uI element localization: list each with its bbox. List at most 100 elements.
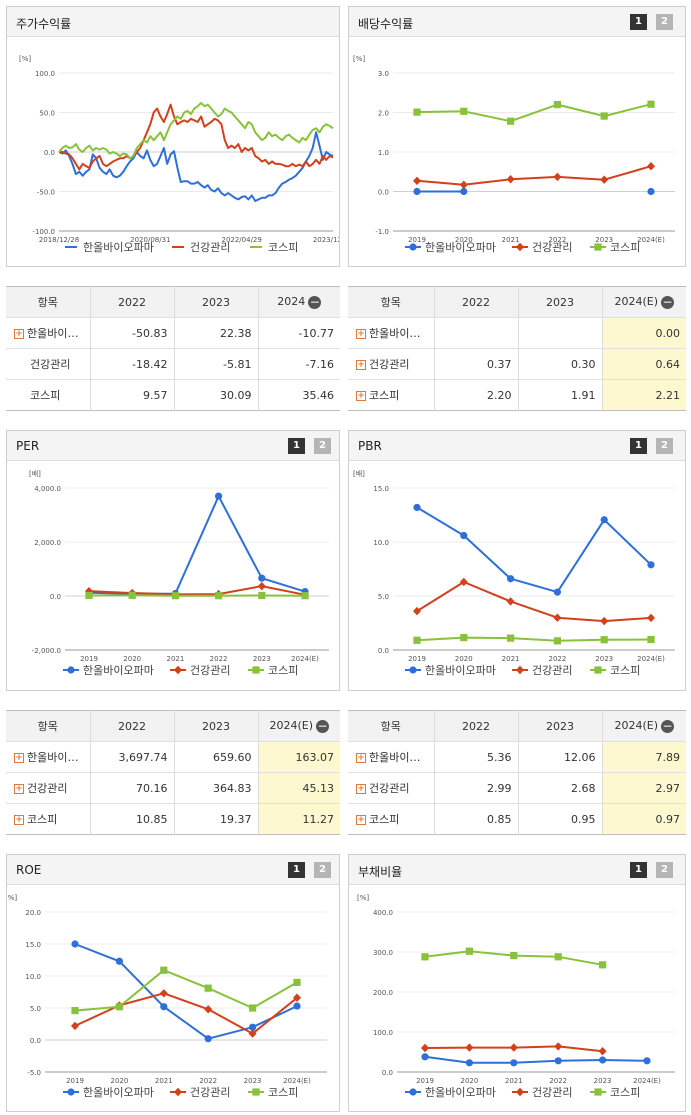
y-tick-label: 3.0 (378, 70, 389, 78)
unit-label: [%] (357, 894, 369, 902)
data-point (594, 1088, 602, 1096)
data-point (460, 531, 468, 540)
row-name: 건강관리 (369, 358, 410, 371)
expand-plus-icon[interactable]: + (14, 815, 24, 825)
y-tick-label: 0.0 (378, 189, 389, 197)
table-row: + 한올바이… 5.36 12.06 7.89 (348, 741, 686, 773)
data-point (413, 636, 421, 644)
legend-label: 건강관리 (532, 241, 572, 254)
data-point (71, 1006, 79, 1015)
x-tick-label: 2024(E) (291, 655, 319, 663)
value-cell: 1.91 (517, 379, 602, 411)
data-point (115, 1003, 123, 1011)
data-point (204, 1005, 213, 1014)
x-tick-label: 2020 (123, 655, 141, 663)
row-name: 건강관리 (30, 358, 71, 371)
expand-plus-icon[interactable]: + (356, 391, 366, 401)
view-2-button[interactable]: 2 (656, 14, 673, 30)
col-header: 항목 (6, 286, 90, 318)
data-point (647, 635, 655, 644)
view-2-button[interactable]: 2 (314, 862, 331, 878)
expand-plus-icon[interactable]: + (356, 329, 366, 339)
legend-label: 한올바이오파마 (425, 241, 496, 254)
series-line (416, 581, 652, 623)
data-point (647, 187, 655, 196)
y-tick-label: 10.0 (25, 973, 41, 981)
value-cell: 2.21 (601, 379, 686, 411)
expand-plus-icon[interactable]: + (14, 753, 24, 763)
value-cell: 0.37 (433, 348, 518, 380)
data-point (600, 516, 608, 524)
expand-plus-icon[interactable]: + (356, 815, 366, 825)
data-point (465, 1043, 474, 1052)
data-point (599, 1056, 607, 1064)
view-1-button[interactable]: 1 (630, 14, 647, 30)
pbr-panel: PBR 1 2 [배] 15.0 10.0 5.0 0.0 2019 2020 2021 202… (348, 430, 686, 691)
data-point (421, 1043, 429, 1053)
series-line (88, 495, 306, 595)
data-point (252, 1088, 260, 1096)
row-name-cell: + 한올바이… (6, 317, 90, 349)
expand-plus-icon[interactable]: + (356, 753, 366, 763)
row-name-cell: + 한올바이… (348, 741, 434, 773)
data-point (594, 666, 602, 674)
row-name: 코스피 (369, 389, 400, 402)
pbr-header: PBR 1 2 (349, 431, 685, 461)
expand-plus-icon[interactable]: + (356, 784, 366, 794)
collapse-icon[interactable]: − (661, 718, 675, 733)
expand-plus-icon[interactable]: + (14, 784, 24, 794)
x-tick-label: 2022/04/29 (221, 236, 261, 244)
x-tick-label: 2022 (549, 1077, 567, 1085)
pbr-table: 항목 2022 2023 2024(E) − + 한올바이… 5.36 12.06 … (348, 710, 686, 835)
view-2-button[interactable]: 2 (656, 862, 673, 878)
view-1-button[interactable]: 1 (630, 862, 647, 878)
collapse-icon[interactable]: − (316, 718, 330, 733)
view-1-button[interactable]: 1 (630, 438, 647, 454)
table-header-row: 항목 2022 2023 2024(E) − (348, 286, 686, 318)
table-header-row: 항목 2022 2023 2024(E) − (6, 710, 340, 742)
series-line (416, 636, 652, 642)
view-2-button[interactable]: 2 (314, 438, 331, 454)
collapse-icon[interactable]: − (308, 294, 322, 309)
series-group (71, 966, 301, 1015)
data-point (249, 1023, 257, 1031)
x-tick-label: 2023 (595, 655, 613, 663)
dividend-yield-header: 배당수익률 1 2 (349, 7, 685, 37)
dividend-yield-panel: 배당수익률 1 2 [%] 3.0 2.0 1.0 0.0 -1.0 2019 2020 202… (348, 6, 686, 267)
collapse-icon[interactable]: − (661, 294, 675, 309)
data-point (507, 117, 515, 125)
x-tick-label: 2023 (594, 1077, 612, 1085)
panel-title: 주가수익률 (16, 17, 72, 31)
data-point (553, 588, 561, 596)
y-tick-label: 15.0 (373, 485, 389, 493)
legend: 한올바이오파마 건강관리 코스피 (405, 241, 640, 254)
stock-return-table: 항목 2022 2023 2024− + 한올바이… -50.83 22.38 -… (6, 286, 340, 411)
legend-label: 한올바이오파마 (425, 1086, 496, 1099)
col-header: 2023 (173, 286, 258, 318)
expand-plus-icon[interactable]: + (356, 360, 366, 370)
x-tick-label: 2020 (460, 1077, 478, 1085)
legend-label: 건강관리 (532, 1086, 572, 1099)
row-name-cell: 건강관리 (6, 348, 90, 380)
value-cell: 0.97 (601, 803, 686, 835)
value-cell: 0.85 (433, 803, 518, 835)
view-2-button[interactable]: 2 (656, 438, 673, 454)
y-tick-label: 2,000.0 (34, 539, 61, 547)
dividend-yield-chart: [%] 3.0 2.0 1.0 0.0 -1.0 2019 2020 2021 2022 2023 2… (349, 38, 685, 266)
x-tick-label: 2023/12/28 (313, 236, 339, 244)
table-row: + 한올바이… 3,697.74 659.60 163.07 (6, 741, 340, 773)
data-point (252, 666, 260, 674)
x-tick-label: 2020 (110, 1077, 128, 1085)
data-point (174, 665, 182, 675)
series-group (71, 940, 301, 1043)
x-tick-label: 2020 (455, 236, 473, 244)
roe-svg: [%] 20.0 15.0 10.0 5.0 0.0 -5.0 2019 2020 2021 202… (7, 894, 327, 1099)
view-1-button[interactable]: 1 (288, 438, 305, 454)
data-point (554, 1057, 562, 1065)
row-name-cell: + 코스피 (348, 379, 434, 411)
data-point (67, 666, 75, 674)
table-row: + 한올바이… -50.83 22.38 -10.77 (6, 317, 340, 349)
x-tick-label: 2021 (505, 1077, 523, 1085)
view-1-button[interactable]: 1 (288, 862, 305, 878)
expand-plus-icon[interactable]: + (14, 329, 24, 339)
